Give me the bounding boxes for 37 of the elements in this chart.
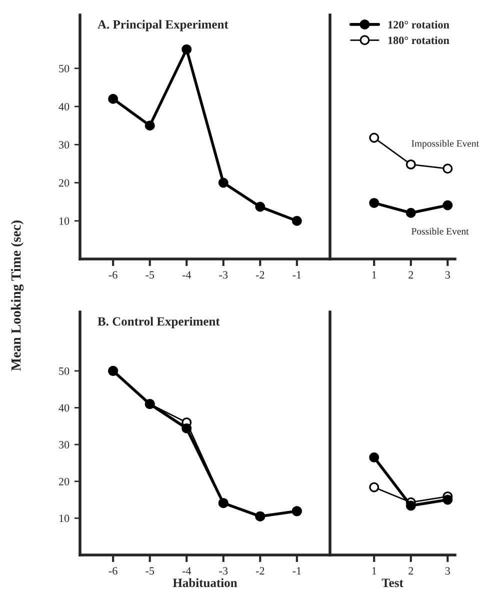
- y-tick-label: 50: [59, 367, 70, 375]
- annotation: Impossible Event: [412, 140, 479, 149]
- y-axis-title: Mean Looking Time (sec): [10, 220, 24, 371]
- x-tick-label: 3: [445, 567, 450, 575]
- legend-label: 120° rotation: [388, 20, 450, 28]
- x-tick-label: -4: [182, 567, 192, 575]
- y-tick-label: 30: [59, 441, 70, 449]
- x-tick-label: -1: [292, 567, 301, 575]
- x-tick-label: 1: [372, 567, 376, 575]
- x-tick-label: -2: [256, 567, 264, 575]
- x-tick-label: 2: [408, 271, 414, 279]
- x-tick-label: 1: [372, 271, 376, 279]
- x-tick-label: 3: [445, 271, 450, 279]
- x-tick-label: -4: [182, 271, 192, 279]
- x-axis-title: Habituation: [172, 578, 238, 588]
- x-tick-label: -5: [146, 567, 154, 575]
- x-tick-label: -6: [108, 567, 118, 575]
- y-tick-label: 50: [59, 64, 70, 72]
- chart-title: A. Principal Experiment: [98, 20, 228, 32]
- legend-label: 180° rotation: [388, 36, 450, 44]
- y-tick-label: 20: [58, 179, 70, 187]
- x-tick-label: 2: [408, 567, 414, 575]
- x-tick-label: -6: [108, 271, 118, 279]
- y-tick-label: 40: [58, 102, 70, 110]
- x-axis-title: Test: [382, 578, 404, 588]
- x-tick-label: -5: [146, 271, 154, 279]
- y-tick-label: 10: [59, 514, 70, 522]
- x-tick-label: -3: [219, 271, 228, 279]
- x-tick-label: -3: [219, 567, 228, 575]
- y-tick-label: 30: [59, 141, 70, 149]
- x-tick-label: -2: [256, 271, 264, 279]
- y-tick-label: 10: [59, 217, 70, 225]
- chart-title: B. Control Experiment: [98, 316, 220, 328]
- annotation: Possible Event: [412, 228, 469, 235]
- y-tick-label: 40: [58, 404, 70, 412]
- x-tick-label: -1: [292, 271, 301, 279]
- y-tick-label: 20: [58, 478, 70, 486]
